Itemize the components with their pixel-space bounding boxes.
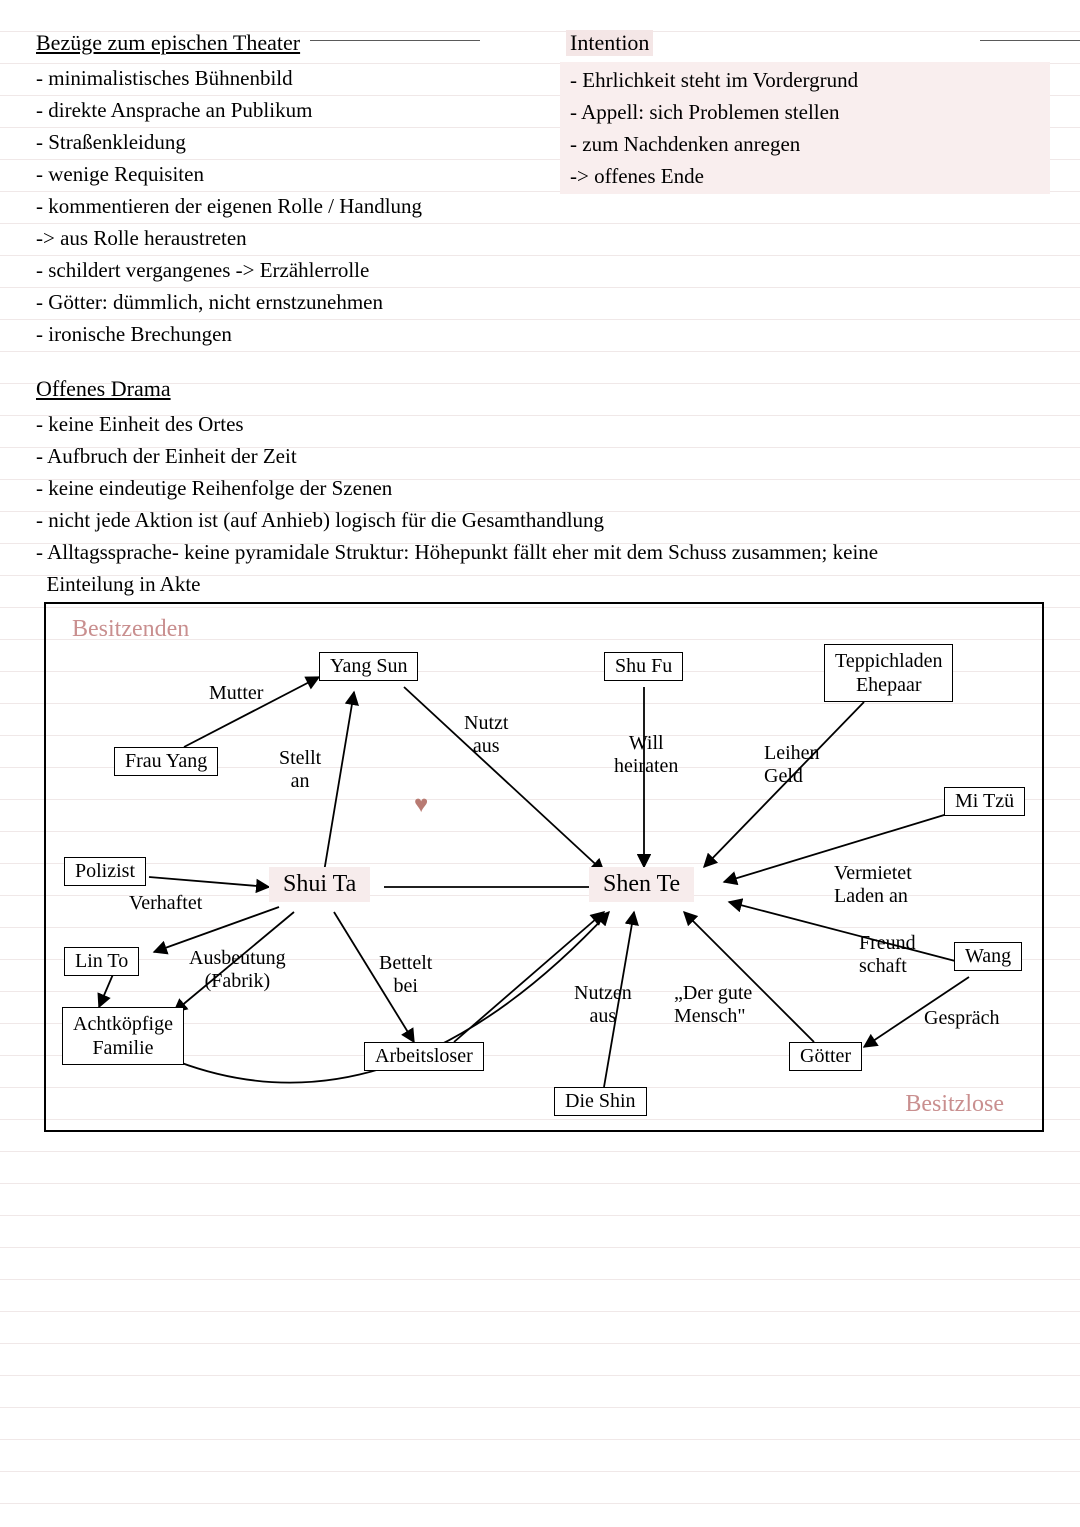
node-shen-te: Shen Te [589, 867, 694, 902]
heading-open-drama: Offenes Drama [36, 376, 1050, 402]
list-item: - minimalistisches Bühnenbild [30, 62, 520, 94]
heading-intention: Intention [566, 30, 1050, 56]
heading-intention-text: Intention [566, 30, 653, 56]
list-item: - zum Nachdenken anregen [564, 128, 1046, 160]
list-item: - direkte Ansprache an Publikum [30, 94, 520, 126]
label-freundschaft: Freund schaft [859, 932, 916, 978]
label-will-heiraten: Will heiraten [614, 732, 678, 778]
node-arbeitsloser: Arbeitsloser [364, 1042, 484, 1071]
label-nutzen-aus: Nutzen aus [574, 982, 632, 1028]
list-item: - nicht jede Aktion ist (auf Anhieb) log… [30, 504, 1050, 536]
list-item: - Appell: sich Problemen stellen [564, 96, 1046, 128]
node-die-shin: Die Shin [554, 1087, 647, 1116]
group-label-bottom: Besitzlose [905, 1091, 1004, 1118]
label-ausbeutung: Ausbeutung (Fabrik) [189, 947, 286, 993]
list-item: - ironische Brechungen [30, 318, 520, 350]
node-achtkoepfige: Achtköpfige Familie [62, 1007, 184, 1065]
label-stellt-an: Stellt an [279, 747, 321, 793]
page: Bezüge zum epischen Theater - minimalist… [0, 0, 1080, 1527]
node-mi-tzu: Mi Tzü [944, 787, 1025, 816]
heading-epic: Bezüge zum epischen Theater [36, 30, 520, 56]
list-item: - keine eindeutige Reihenfolge der Szene… [30, 472, 1050, 504]
col-epic: Bezüge zum epischen Theater - minimalist… [30, 30, 520, 368]
label-nutzt-aus: Nutzt aus [464, 712, 508, 758]
list-item: -> offenes Ende [564, 160, 1046, 192]
node-frau-yang: Frau Yang [114, 747, 218, 776]
list-item: - wenige Requisiten [30, 158, 520, 190]
list-item: - Aufbruch der Einheit der Zeit [30, 440, 1050, 472]
node-shui-ta: Shui Ta [269, 867, 370, 902]
node-lin-to: Lin To [64, 947, 139, 976]
label-gespraech: Gespräch [924, 1007, 1000, 1030]
list-item: - kommentieren der eigenen Rolle / Handl… [30, 190, 520, 222]
col-intention: Intention - Ehrlichkeit steht im Vorderg… [560, 30, 1050, 368]
relationship-diagram: Besitzenden Besitzlose Yang Sun Shu Fu T… [44, 602, 1044, 1132]
node-wang: Wang [954, 942, 1022, 971]
list-item: - schildert vergangenes -> Erzählerrolle [30, 254, 520, 286]
two-column-row: Bezüge zum epischen Theater - minimalist… [30, 30, 1050, 368]
list-item: - Götter: dümmlich, nicht ernstzunehmen [30, 286, 520, 318]
node-yang-sun: Yang Sun [319, 652, 418, 681]
content: Bezüge zum epischen Theater - minimalist… [0, 0, 1080, 600]
list-intention: - Ehrlichkeit steht im Vordergrund - App… [560, 62, 1050, 194]
list-item: - Ehrlichkeit steht im Vordergrund [564, 64, 1046, 96]
node-shu-fu: Shu Fu [604, 652, 683, 681]
list-item: -> aus Rolle heraustreten [30, 222, 520, 254]
list-open-drama: - keine Einheit des Ortes - Aufbruch der… [30, 408, 1050, 600]
list-item: - keine Einheit des Ortes [30, 408, 1050, 440]
list-item: - Straßenkleidung [30, 126, 520, 158]
node-goetter: Götter [789, 1042, 862, 1071]
list-item: Einteilung in Akte [30, 568, 1050, 600]
label-vermietet: Vermietet Laden an [834, 862, 912, 908]
label-mutter: Mutter [209, 682, 263, 705]
heart-icon: ♥ [414, 792, 428, 819]
group-label-top: Besitzenden [72, 616, 189, 643]
label-der-gute: „Der gute Mensch" [674, 982, 752, 1028]
list-epic: - minimalistisches Bühnenbild - direkte … [30, 62, 520, 350]
list-item: - Alltagssprache- keine pyramidale Struk… [30, 536, 1050, 568]
node-teppichladen: Teppichladen Ehepaar [824, 644, 953, 702]
label-leihen-geld: Leihen Geld [764, 742, 820, 788]
diagram-frame: Besitzenden Besitzlose Yang Sun Shu Fu T… [44, 602, 1044, 1132]
label-bettelt-bei: Bettelt bei [379, 952, 432, 998]
label-verhaftet: Verhaftet [129, 892, 202, 915]
node-polizist: Polizist [64, 857, 146, 886]
